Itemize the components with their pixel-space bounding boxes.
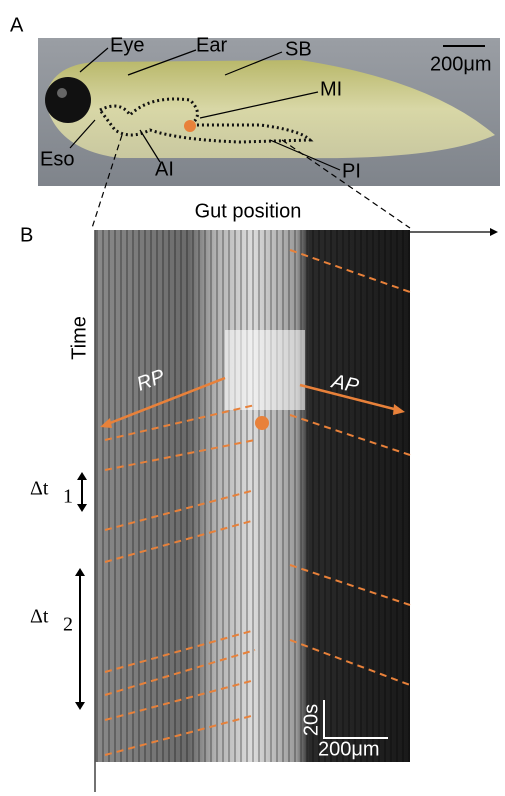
annotation: PI bbox=[342, 160, 361, 182]
waves bbox=[104, 249, 411, 756]
interval-symbol: Δt bbox=[30, 606, 49, 628]
zoom-line bbox=[281, 139, 411, 229]
kymograph-texture bbox=[95, 230, 410, 762]
arrow-head bbox=[490, 228, 498, 236]
annotation: MI bbox=[320, 78, 342, 100]
zoom-line bbox=[91, 134, 123, 229]
gut-outline bbox=[97, 97, 314, 144]
kymograph-highlight bbox=[225, 330, 305, 410]
interval-subscript: 1 bbox=[63, 486, 73, 508]
leaders bbox=[69, 47, 341, 171]
y-axis-label: Time bbox=[68, 316, 90, 360]
gut-marker bbox=[255, 416, 269, 430]
arrow-head bbox=[100, 418, 112, 428]
scale-label: 200μm bbox=[318, 738, 380, 760]
eye-shine bbox=[57, 88, 67, 98]
arrow-head bbox=[393, 404, 405, 415]
interval-symbol: Δt bbox=[30, 478, 49, 500]
x-axis-label: Gut position bbox=[195, 200, 302, 222]
annotation: AI bbox=[155, 158, 174, 180]
arrow-head bbox=[77, 472, 87, 512]
scale-bar bbox=[323, 700, 388, 739]
annotation: Eye bbox=[110, 34, 144, 56]
interval-subscript: 2 bbox=[63, 614, 73, 636]
panel-label: A bbox=[10, 14, 24, 36]
fish-body bbox=[45, 60, 495, 159]
annotation: Ear bbox=[196, 34, 227, 56]
scale-label: 200μm bbox=[430, 53, 492, 75]
scale-label: 20s bbox=[300, 704, 322, 736]
gut-marker bbox=[184, 120, 196, 132]
annotation: Eso bbox=[40, 148, 74, 170]
panel-label: B bbox=[20, 224, 33, 246]
ap-arrow bbox=[299, 383, 399, 412]
eye-shape bbox=[45, 77, 91, 123]
rp-arrow bbox=[104, 376, 226, 427]
annotation: SB bbox=[285, 38, 312, 60]
